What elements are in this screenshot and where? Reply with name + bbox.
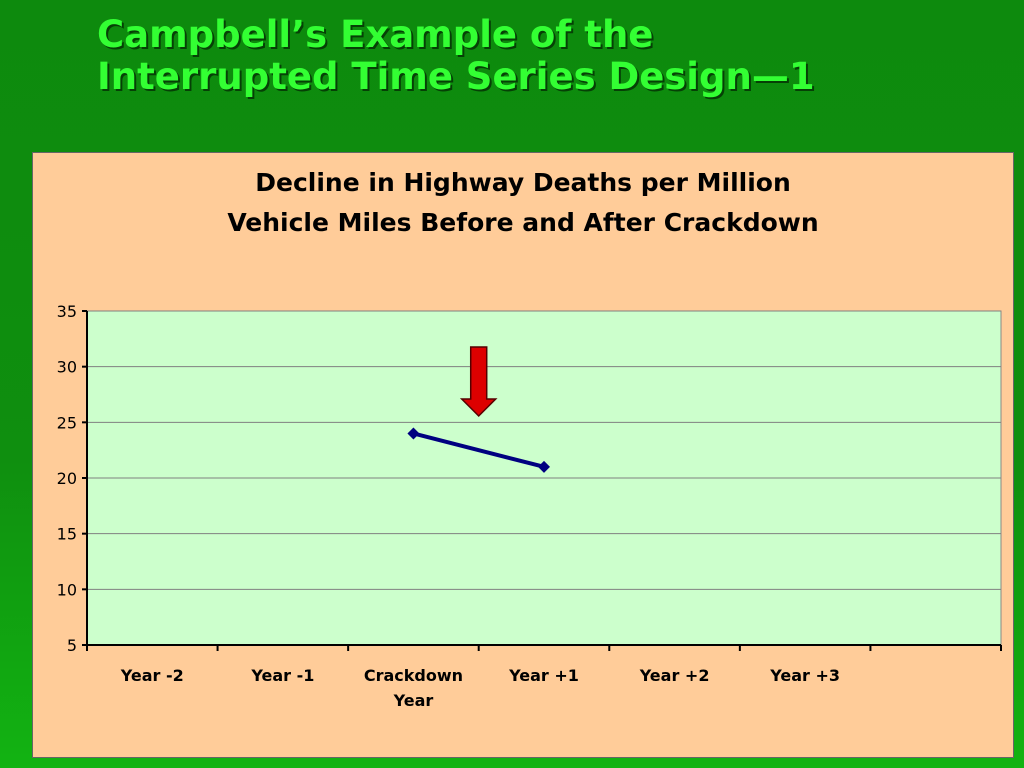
- data-point: [538, 460, 550, 473]
- chart-title-line-2: Vehicle Miles Before and After Crackdown: [227, 208, 819, 237]
- y-tick-label: 30: [57, 358, 77, 377]
- slide-title: Campbell’s Example of the Interrupted Ti…: [97, 14, 815, 98]
- x-tick-label: Year -2: [120, 666, 184, 685]
- x-tick-label: Year -1: [250, 666, 314, 685]
- data-point: [407, 427, 420, 440]
- x-tick-label: Year +1: [508, 666, 579, 685]
- x-tick-label: Crackdown Year: [364, 666, 463, 710]
- line-chart: 5 10 15 20 25 30 35 Year -2 Year -1 Crackdown Year…: [57, 302, 1002, 710]
- crackdown-arrow-icon: [459, 346, 498, 418]
- y-tick-label: 10: [57, 580, 77, 599]
- chart-title: Decline in Highway Deaths per Million Ve…: [33, 163, 1013, 243]
- y-tick-label: 5: [67, 636, 77, 655]
- y-tick-label: 25: [57, 413, 77, 432]
- y-tick-label: 20: [57, 469, 77, 488]
- chart-title-line-1: Decline in Highway Deaths per Million: [255, 168, 791, 197]
- x-tick-label: Year +2: [639, 666, 710, 685]
- series-line: [412, 431, 545, 469]
- y-tick-label: 15: [57, 525, 77, 544]
- slide-title-line-1: Campbell’s Example of the: [97, 13, 654, 56]
- x-tick-label: Year +3: [769, 666, 840, 685]
- chart-panel: Decline in Highway Deaths per Million Ve…: [32, 152, 1014, 758]
- slide-title-line-2: Interrupted Time Series Design—1: [97, 55, 815, 98]
- y-tick-label: 35: [57, 302, 77, 321]
